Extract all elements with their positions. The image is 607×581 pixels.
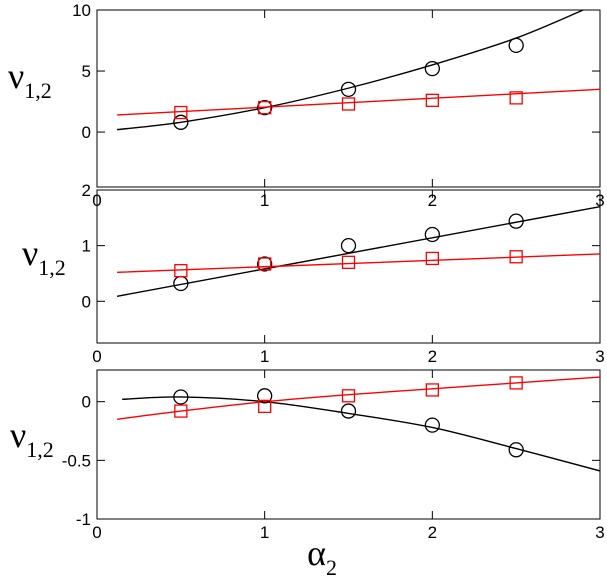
panel-bottom-circle-point [173, 389, 189, 405]
panel-top-ytick-label: 5 [82, 62, 91, 81]
panel-bottom-frame [96, 369, 601, 520]
panel-middle-circle-point [424, 226, 440, 243]
panel-bottom-circle-point [424, 417, 440, 433]
panel-bottom-circle-point [340, 403, 357, 419]
panel-middle-ytick-label: 0 [82, 292, 91, 311]
panel-top-circle-point [257, 100, 273, 116]
panel-middle-xtick-label: 1 [260, 347, 269, 366]
panel-top-ytick-label: 0 [82, 123, 91, 142]
panel-bottom-ylabel: ν1,2 [10, 415, 54, 462]
panel-bottom-square-point [341, 389, 356, 403]
panel-middle-fit-line-0 [116, 206, 600, 297]
panel-middle-frame [96, 189, 601, 344]
panel-top-square-point [425, 93, 439, 107]
panel-bottom-square-point [174, 404, 188, 418]
panel-bottom-fit-line-1 [117, 376, 600, 420]
panel-bottom-ytick-label: -0.5 [62, 451, 91, 470]
panel-bottom-fit-line-0 [122, 396, 600, 472]
panel-middle-square-point [258, 257, 272, 271]
panel-middle-square-point [341, 255, 356, 269]
panel-bottom-circle-point [508, 442, 524, 458]
panel-top-fit-line-1 [117, 88, 600, 116]
panel-top-square-point [258, 101, 272, 115]
panel-top-ytick-label: 10 [72, 1, 91, 20]
panel-middle-fit-line-1 [117, 253, 600, 274]
panel-middle-square-point [425, 251, 439, 266]
panel-bottom-ytick-label: 0 [82, 393, 91, 412]
panel-middle-circle-point [340, 237, 357, 254]
panel-middle-square-point [174, 264, 188, 278]
panel-top-ylabel: ν1,2 [8, 56, 52, 103]
panel-middle-xtick-label: 0 [92, 347, 101, 366]
panel-bottom-xtick-label: 1 [260, 523, 269, 542]
panel-bottom-xlabel: α2 [307, 533, 337, 580]
panel-bottom: ν1,2 α2 0 1 2 3 -1 -0.5 0 [10, 369, 605, 580]
panel-middle-xtick-label: 3 [595, 347, 604, 366]
panel-top-frame [96, 9, 601, 188]
panel-middle-circle-point [257, 256, 273, 272]
panel-bottom-ytick-label: -1 [76, 510, 91, 529]
panel-top-square-point [509, 91, 523, 105]
panel-middle-circle-point [508, 213, 524, 229]
panel-bottom-circle-point [257, 388, 273, 404]
panel-middle-ytick-label: 2 [82, 181, 91, 200]
panel-top-xtick-label: 1 [260, 191, 269, 210]
panel-bottom-square-point [258, 399, 272, 414]
panel-middle-square-point [509, 250, 523, 264]
panel-top-square-point [174, 105, 188, 120]
panel-middle: ν1,2 0 1 2 3 0 1 2 [22, 181, 605, 366]
panel-top-circle-point [424, 60, 440, 77]
panel-top-circle-point [508, 37, 524, 54]
panel-middle-ytick-label: 1 [82, 237, 91, 256]
panel-middle-xtick-label: 2 [428, 347, 437, 366]
panel-bottom-xtick-label: 2 [428, 523, 437, 542]
panel-top-circle-point [173, 114, 189, 130]
panel-bottom-square-point [425, 383, 439, 397]
panel-bottom-xtick-label: 3 [595, 523, 604, 542]
panel-top-circle-point [340, 81, 357, 97]
panel-bottom-xtick-label: 0 [92, 523, 101, 542]
panel-bottom-square-point [509, 376, 523, 390]
panel-top-square-point [341, 97, 356, 111]
panel-middle-ylabel: ν1,2 [22, 233, 66, 280]
panel-top-xtick-label: 2 [428, 191, 437, 210]
